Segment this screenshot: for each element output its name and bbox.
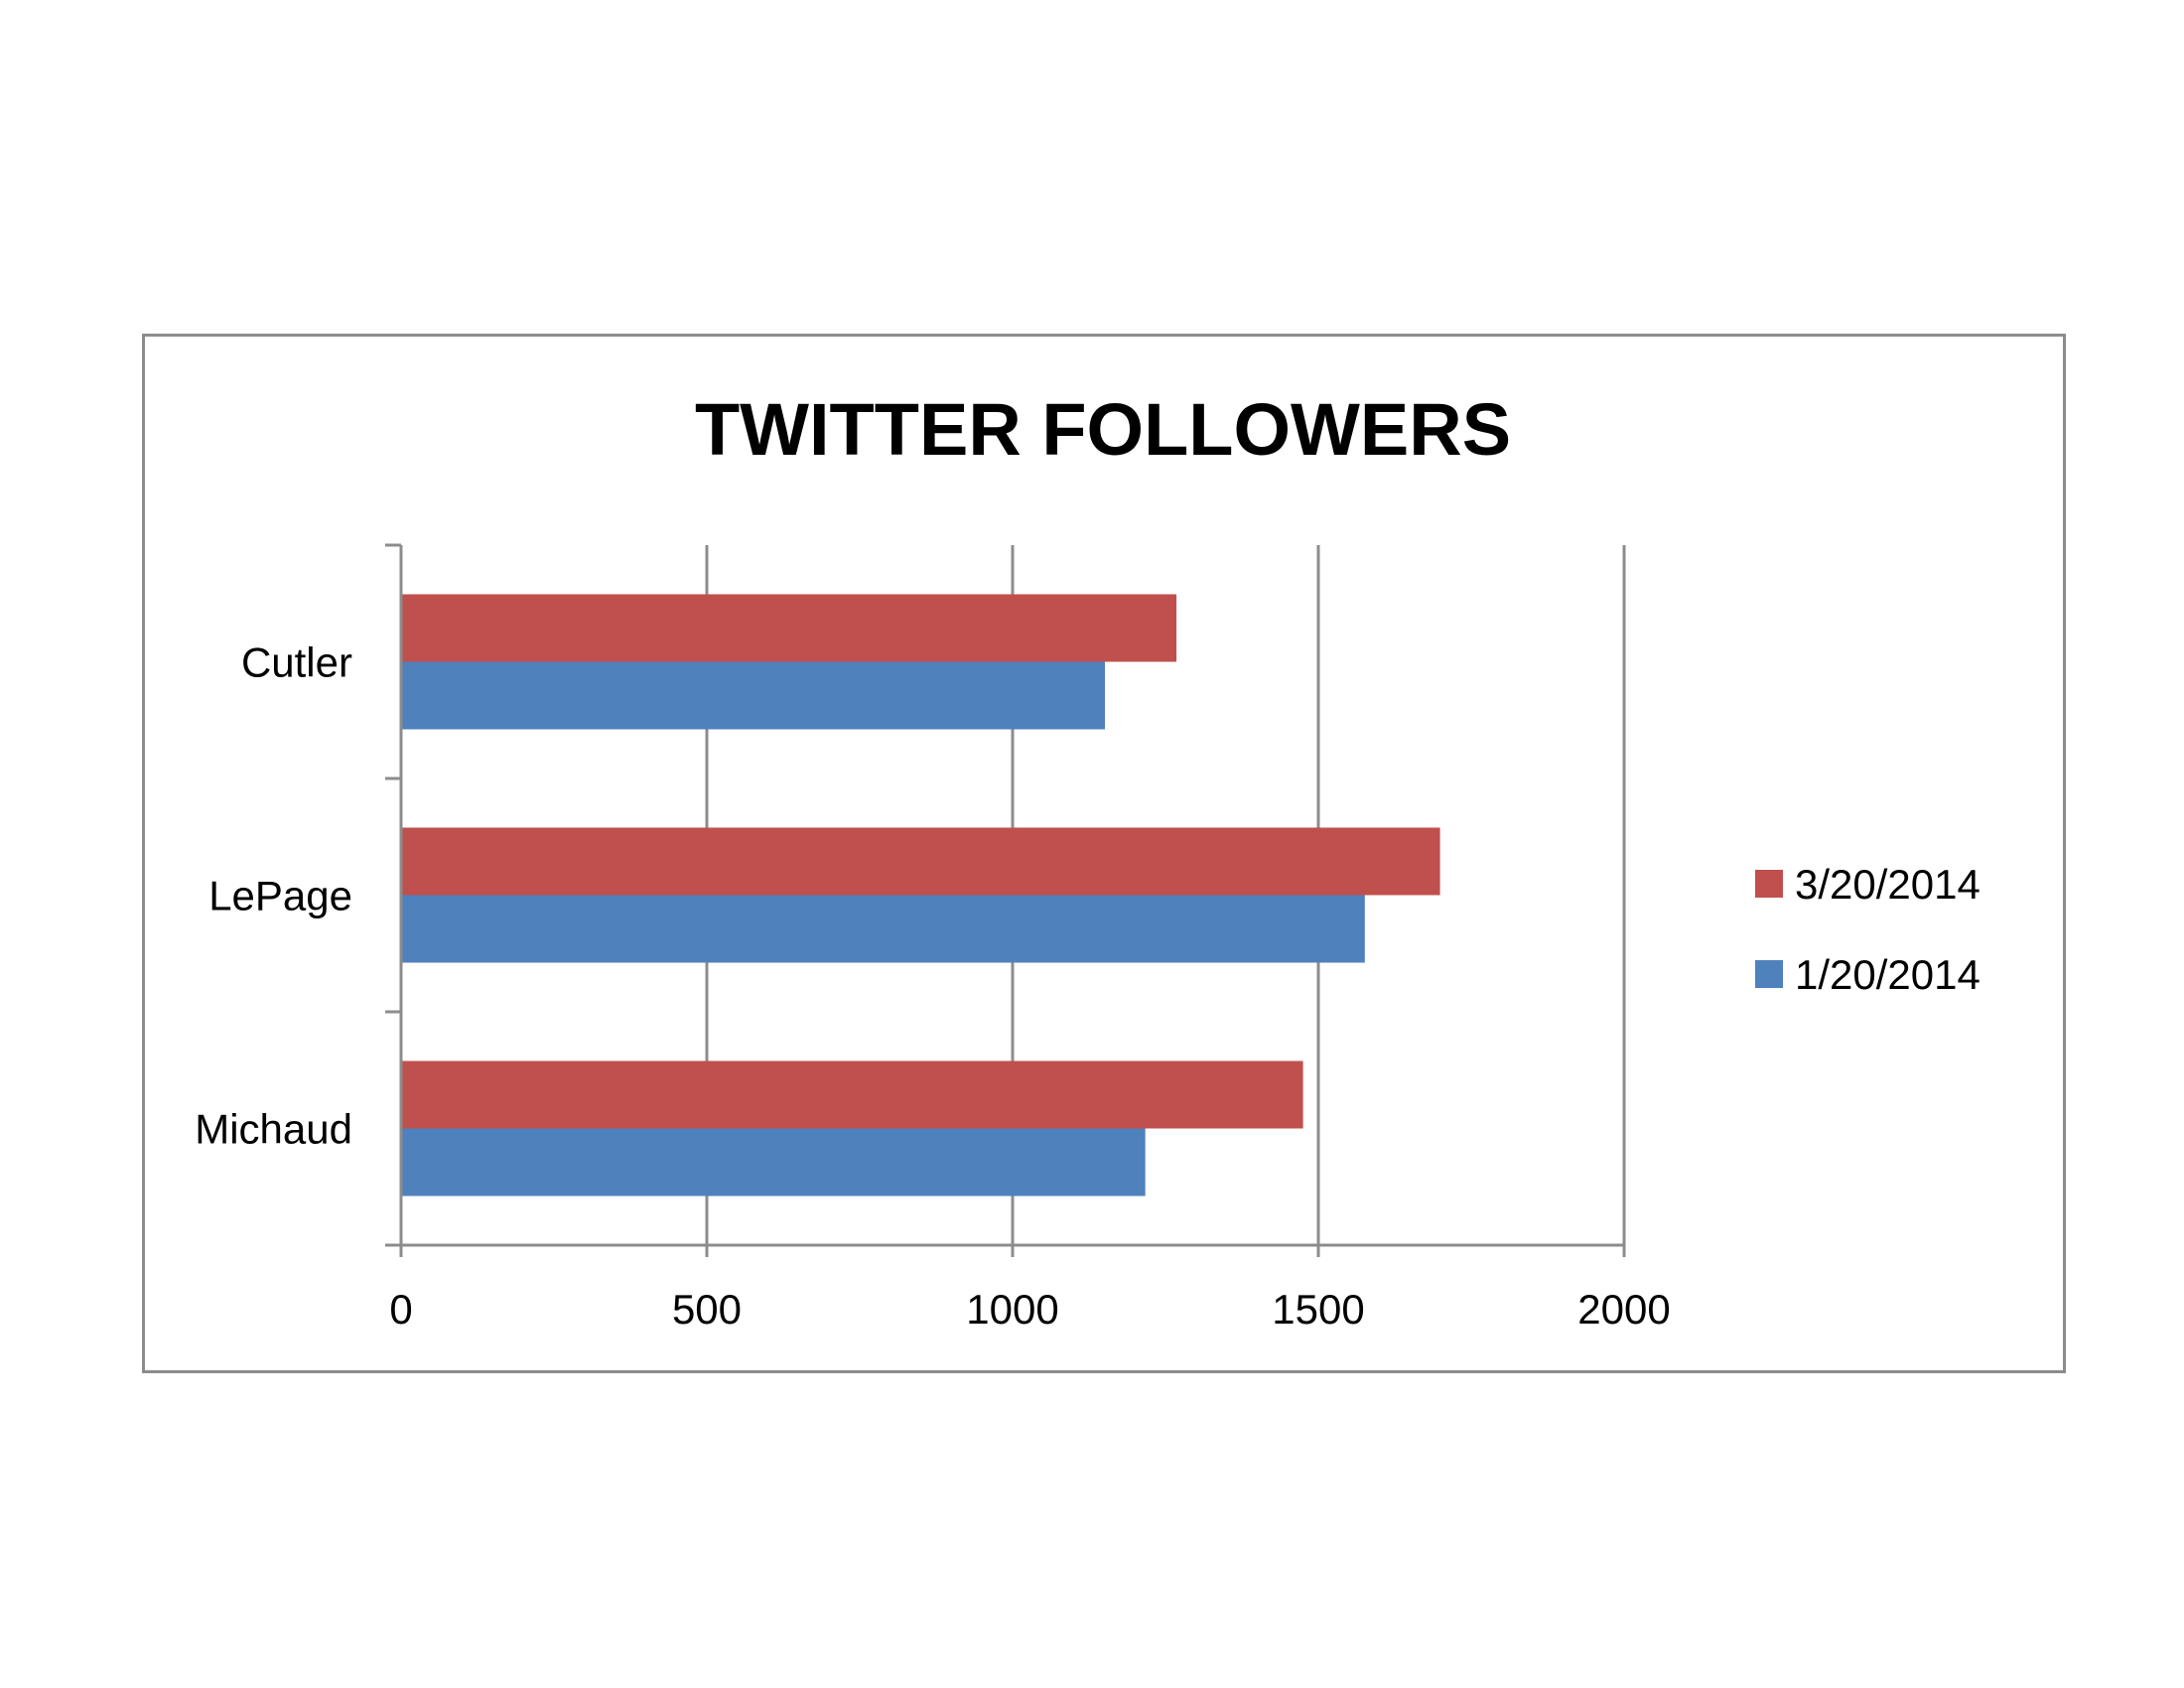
- legend-swatch: [1755, 870, 1783, 898]
- x-tick-label: 1500: [1272, 1286, 1364, 1333]
- x-tick-label: 500: [672, 1286, 742, 1333]
- bar-cutler-series-0: [401, 594, 1177, 662]
- x-tick-label: 1000: [966, 1286, 1058, 1333]
- bar-michaud-series-1: [401, 1128, 1146, 1196]
- bar-cutler-series-1: [401, 661, 1106, 730]
- x-tick-label: 2000: [1577, 1286, 1670, 1333]
- chart-frame: [142, 334, 2066, 1373]
- legend-swatch: [1755, 960, 1783, 988]
- bar-lepage-series-0: [401, 827, 1440, 896]
- bar-lepage-series-1: [401, 895, 1365, 963]
- bar-michaud-series-0: [401, 1060, 1303, 1129]
- category-label: Cutler: [241, 639, 352, 686]
- legend-label: 3/20/2014: [1795, 861, 1980, 908]
- category-label: Michaud: [195, 1106, 352, 1153]
- legend-label: 1/20/2014: [1795, 951, 1980, 998]
- x-tick-label: 0: [389, 1286, 412, 1333]
- category-label: LePage: [208, 873, 352, 919]
- chart-title: TWITTER FOLLOWERS: [695, 388, 1511, 471]
